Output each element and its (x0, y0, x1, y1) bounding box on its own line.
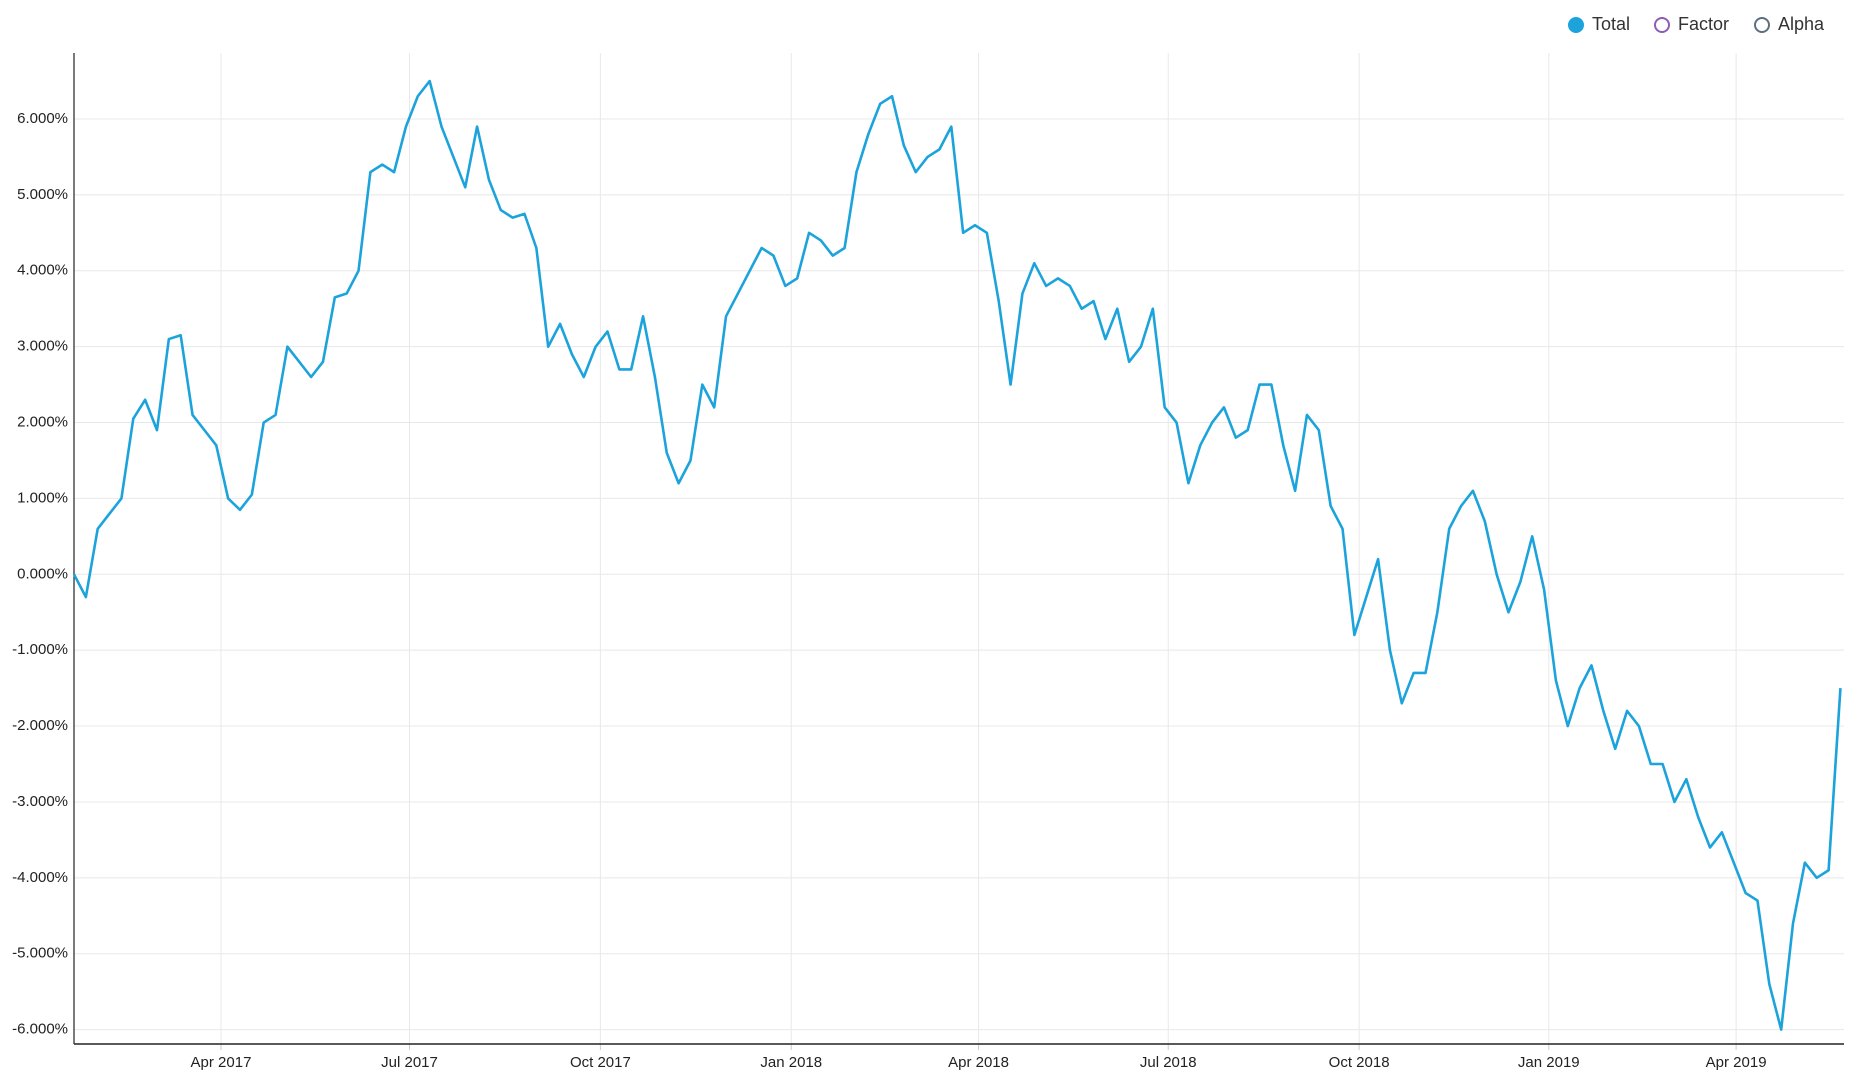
legend-item[interactable]: Factor (1654, 14, 1729, 34)
x-tick-label: Jan 2018 (760, 1054, 822, 1071)
x-tick-label: Oct 2018 (1329, 1054, 1390, 1071)
legend-item[interactable]: Total (1568, 14, 1630, 34)
legend-label: Alpha (1778, 14, 1825, 34)
y-tick-label: -5.000% (12, 945, 68, 962)
y-tick-label: -4.000% (12, 869, 68, 886)
legend-marker (1568, 17, 1584, 33)
x-tick-label: Jul 2018 (1140, 1054, 1197, 1071)
line (72, 79, 1842, 1031)
x-tick-label: Oct 2017 (570, 1054, 631, 1071)
legend-label: Factor (1678, 14, 1729, 34)
y-tick-label: -6.000% (12, 1021, 68, 1038)
y-tick-label: 6.000% (17, 110, 68, 127)
x-tick-label: Apr 2018 (948, 1054, 1009, 1071)
y-tick-label: 3.000% (17, 338, 68, 355)
y-tick-label: -1.000% (12, 641, 68, 658)
legend: Total Factor Alpha (1568, 14, 1825, 34)
grid (74, 53, 1844, 1044)
x-tick-label: Apr 2017 (191, 1054, 252, 1071)
y-tick-label: 2.000% (17, 414, 68, 431)
x-tick-label: Apr 2019 (1706, 1054, 1767, 1071)
legend-marker (1754, 17, 1770, 33)
y-tick-label: -2.000% (12, 717, 68, 734)
y-tick-label: 0.000% (17, 565, 68, 582)
x-tick-label: Jan 2019 (1518, 1054, 1580, 1071)
x-tick-label: Jul 2017 (381, 1054, 438, 1071)
legend-label: Total (1592, 14, 1630, 34)
y-tick-label: 4.000% (17, 262, 68, 279)
y-tick-label: 5.000% (17, 186, 68, 203)
y-tick-label: 1.000% (17, 489, 68, 506)
legend-item[interactable]: Alpha (1754, 14, 1825, 34)
y-tick-label: -3.000% (12, 793, 68, 810)
legend-marker (1654, 17, 1670, 33)
